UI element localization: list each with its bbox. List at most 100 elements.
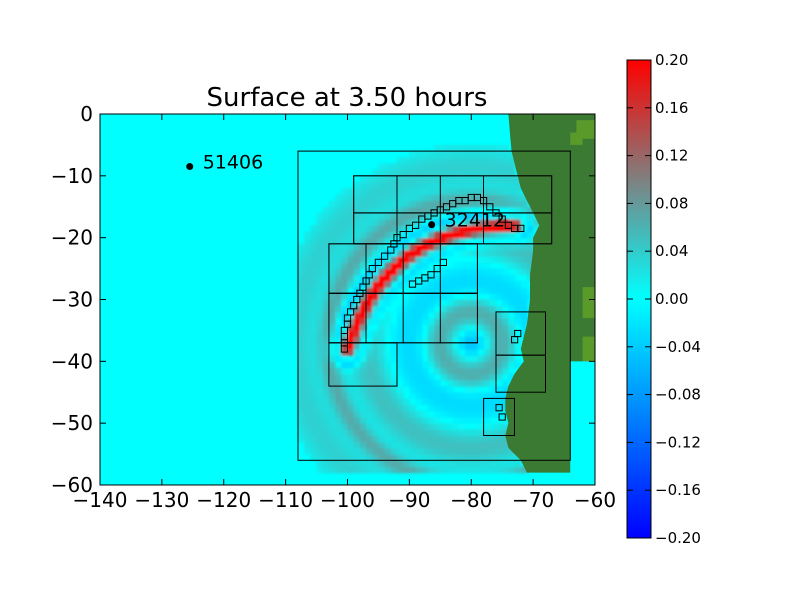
field-cell xyxy=(446,212,454,220)
x-tick-label: −100 xyxy=(320,488,375,512)
field-cell xyxy=(335,256,342,263)
field-cell xyxy=(415,250,423,257)
field-cell xyxy=(310,256,318,263)
field-cell xyxy=(409,330,417,338)
field-cell xyxy=(415,367,423,375)
field-cell xyxy=(434,200,441,208)
field-cell xyxy=(316,219,324,226)
field-cell xyxy=(520,262,528,270)
field-cell xyxy=(483,410,491,418)
field-cell xyxy=(378,349,386,356)
field-cell xyxy=(335,287,342,294)
field-cell xyxy=(508,182,516,189)
field-cell xyxy=(465,219,472,226)
field-cell xyxy=(341,256,349,263)
field-cell xyxy=(489,219,497,226)
field-cell xyxy=(483,268,491,276)
field-cell xyxy=(397,243,404,251)
field-cell xyxy=(471,225,479,233)
field-cell xyxy=(520,311,528,319)
field-cell xyxy=(409,466,417,474)
field-cell xyxy=(458,417,466,424)
field-cell xyxy=(477,250,485,257)
field-cell xyxy=(434,367,441,375)
field-cell xyxy=(347,225,355,233)
field-cell xyxy=(508,349,516,356)
field-cell xyxy=(378,373,386,381)
field-cell xyxy=(434,454,441,461)
field-cell xyxy=(471,460,479,468)
field-cell xyxy=(526,250,534,257)
field-cell xyxy=(409,386,417,393)
field-cell xyxy=(471,336,479,344)
field-cell xyxy=(359,367,367,375)
field-cell xyxy=(310,355,318,362)
field-cell xyxy=(372,231,380,239)
field-cell xyxy=(310,392,318,400)
field-cell xyxy=(298,361,305,369)
field-cell xyxy=(409,355,417,362)
field-cell xyxy=(304,398,311,406)
field-cell xyxy=(471,361,479,369)
field-cell xyxy=(489,268,497,276)
field-cell xyxy=(434,441,441,449)
field-cell xyxy=(366,225,373,233)
field-cell xyxy=(353,349,361,356)
field-cell xyxy=(533,219,540,226)
field-cell xyxy=(483,274,491,282)
field-cell xyxy=(384,373,392,381)
field-cell xyxy=(471,305,479,313)
field-cell xyxy=(366,212,373,220)
field-cell xyxy=(366,342,373,350)
field-cell xyxy=(496,447,503,455)
field-cell xyxy=(390,423,398,430)
field-cell xyxy=(458,182,466,189)
field-cell xyxy=(390,454,398,461)
field-cell xyxy=(403,435,410,443)
field-cell xyxy=(508,466,516,474)
field-cell xyxy=(335,447,342,455)
field-cell xyxy=(514,200,522,208)
field-cell xyxy=(316,435,324,443)
field-cell xyxy=(366,466,373,474)
field-cell xyxy=(397,200,404,208)
field-cell xyxy=(471,151,479,158)
field-cell xyxy=(440,324,448,331)
field-cell xyxy=(471,417,479,424)
field-cell xyxy=(322,466,330,474)
field-cell xyxy=(397,373,404,381)
field-cell xyxy=(328,219,336,226)
field-cell xyxy=(526,256,534,263)
field-cell xyxy=(372,336,380,344)
field-cell xyxy=(489,441,497,449)
field-cell xyxy=(483,404,491,412)
field-cell xyxy=(415,417,423,424)
field-cell xyxy=(489,324,497,331)
field-cell xyxy=(427,336,435,344)
field-cell xyxy=(471,324,479,331)
field-cell xyxy=(403,169,410,177)
field-cell xyxy=(477,175,485,183)
field-cell xyxy=(397,367,404,375)
field-cell xyxy=(322,361,330,369)
field-cell xyxy=(421,466,429,474)
field-cell xyxy=(298,392,305,400)
field-cell xyxy=(310,410,318,418)
field-cell xyxy=(372,417,380,424)
field-cell xyxy=(298,250,305,257)
field-cell xyxy=(322,243,330,251)
field-cell xyxy=(384,386,392,393)
field-cell xyxy=(403,330,410,338)
field-cell xyxy=(347,293,355,301)
field-cell xyxy=(372,342,380,350)
field-cell xyxy=(496,243,503,251)
field-cell xyxy=(458,336,466,344)
field-cell xyxy=(372,367,380,375)
field-cell xyxy=(465,144,472,152)
field-cell xyxy=(378,225,386,233)
field-cell xyxy=(372,175,380,183)
field-cell xyxy=(483,466,491,474)
field-cell xyxy=(452,410,460,418)
field-cell xyxy=(378,392,386,400)
field-cell xyxy=(359,355,367,362)
